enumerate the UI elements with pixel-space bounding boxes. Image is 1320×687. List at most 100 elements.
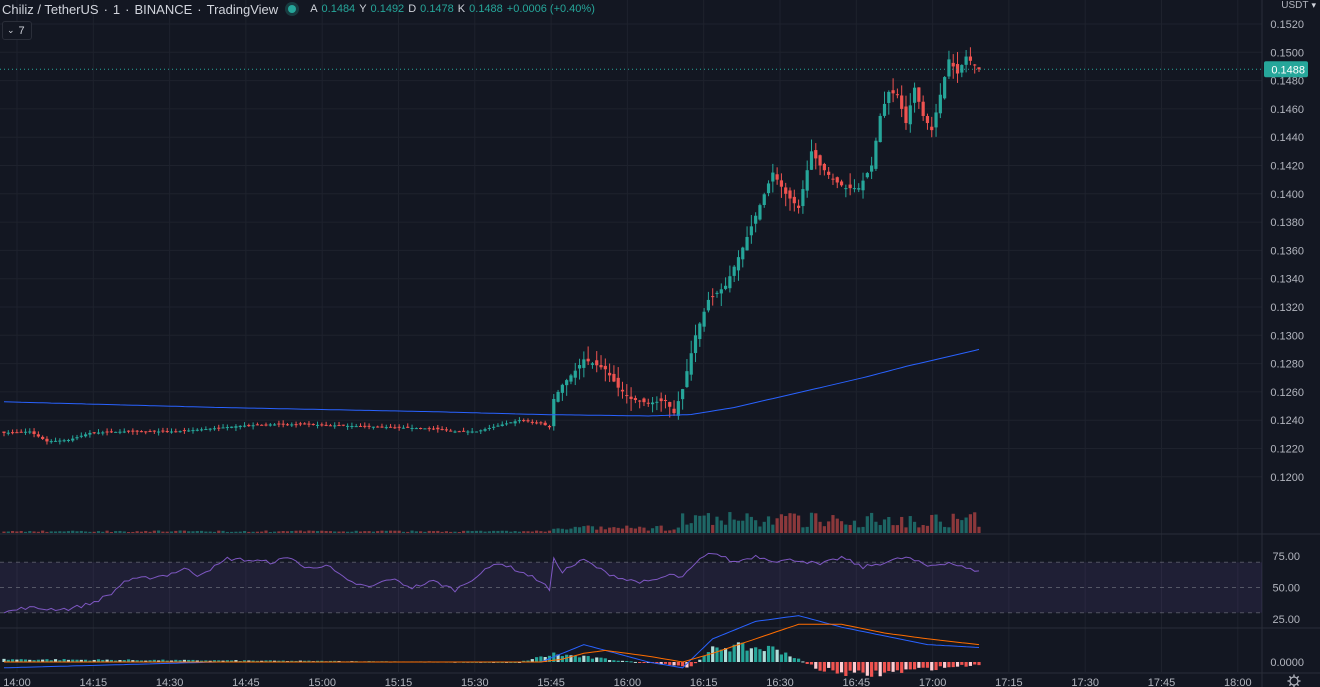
- candle-body: [45, 438, 49, 442]
- volume-bar: [58, 531, 62, 533]
- interval-label[interactable]: 1: [112, 1, 121, 17]
- candle-body: [118, 431, 122, 433]
- price-axis-label: 0.1260: [1270, 387, 1304, 399]
- macd-histogram-bar: [754, 647, 758, 662]
- volume-bar: [36, 531, 40, 533]
- volume-bar: [255, 531, 260, 533]
- candle-body: [466, 431, 470, 433]
- volume-bar: [835, 518, 839, 533]
- candle-body: [23, 431, 28, 433]
- volume-bar: [973, 512, 977, 533]
- volume-bar: [904, 527, 908, 533]
- volume-bar: [522, 531, 526, 533]
- macd-histogram-bar: [887, 662, 891, 672]
- candle-body: [350, 426, 354, 428]
- rsi-pane[interactable]: [0, 552, 1262, 614]
- candle-body: [414, 428, 418, 430]
- macd-pane[interactable]: [2, 615, 981, 677]
- volume-bar: [646, 530, 650, 533]
- volume-bar: [818, 521, 822, 533]
- candle-body: [693, 335, 698, 354]
- volume-bar: [49, 531, 53, 533]
- candle-body: [144, 431, 148, 433]
- candle-body: [685, 371, 689, 388]
- macd-histogram-bar: [925, 662, 930, 668]
- price-axis-label: 0.1500: [1270, 47, 1304, 59]
- volume-bar: [187, 531, 191, 533]
- volume-bar: [642, 527, 646, 533]
- volume-bar: [762, 521, 766, 533]
- candle-body: [36, 434, 40, 437]
- volume-bar: [732, 519, 736, 533]
- volume-bar: [590, 526, 595, 533]
- volume-bar: [157, 530, 161, 533]
- macd-histogram-bar: [930, 662, 934, 671]
- macd-histogram-bar: [234, 660, 238, 662]
- macd-histogram-bar: [530, 659, 534, 662]
- volume-bar: [616, 527, 620, 533]
- candle-body: [887, 91, 891, 103]
- ohlc-open-label: A: [310, 3, 318, 15]
- indicators-toggle-button[interactable]: ⌄ 7: [2, 21, 32, 40]
- macd-histogram-bar: [900, 662, 904, 673]
- gear-icon[interactable]: [1287, 674, 1301, 687]
- volume-bars: [2, 512, 981, 533]
- macd-signal-line: [4, 623, 980, 663]
- volume-bar: [603, 529, 607, 533]
- volume-bar: [633, 528, 637, 533]
- market-status-icon[interactable]: [288, 5, 297, 13]
- volume-bar: [977, 526, 981, 533]
- candle-body: [921, 101, 925, 116]
- candle-body: [410, 427, 414, 429]
- time-axis[interactable]: 14:00 14:15 14:30 14:45 15:00 15:15 15:30 15:45…: [3, 677, 1251, 687]
- candle-body: [483, 429, 487, 431]
- volume-bar: [363, 531, 367, 533]
- candle-body: [874, 140, 878, 169]
- ohlc-open-value: 0.1484: [321, 3, 356, 15]
- macd-histogram-bar: [792, 658, 796, 662]
- candle-body: [848, 184, 852, 189]
- price-axis[interactable]: 0.1520 0.1500 0.1480 0.1460 0.1440 0.1420 0.14…: [1264, 19, 1308, 669]
- time-axis-label: 17:15: [995, 677, 1023, 687]
- candle-body: [672, 408, 676, 414]
- volume-bar: [784, 516, 788, 533]
- candle-body: [453, 431, 457, 433]
- macd-histogram-bar: [126, 659, 131, 662]
- price-axis-label: 0.1320: [1270, 302, 1304, 314]
- macd-histogram-bar: [320, 660, 324, 662]
- volume-bar: [199, 530, 204, 533]
- candle-body: [814, 150, 818, 159]
- candle-body: [496, 425, 500, 427]
- symbol-title[interactable]: Chiliz / TetherUS: [2, 1, 99, 17]
- macd-histogram-bar: [861, 662, 865, 673]
- candle-body: [595, 360, 599, 366]
- macd-histogram-bar: [268, 660, 272, 662]
- macd-histogram-bar: [556, 654, 560, 662]
- candle-body: [844, 188, 848, 190]
- volume-bar: [96, 531, 101, 533]
- candle-body: [444, 429, 449, 431]
- macd-histogram-bar: [775, 649, 779, 662]
- volume-bar: [105, 530, 109, 533]
- macd-histogram-bar: [921, 662, 925, 668]
- candle-body: [625, 395, 629, 397]
- macd-histogram-bar: [745, 650, 749, 662]
- candle-body: [779, 180, 784, 187]
- candle-body: [908, 105, 912, 125]
- candle-body: [371, 426, 375, 428]
- volume-bar: [968, 514, 973, 533]
- volume-bar: [620, 528, 625, 533]
- candle-body: [337, 425, 341, 427]
- currency-selector[interactable]: USDT ▾: [1281, 0, 1316, 11]
- volume-bar: [479, 530, 483, 533]
- candle-body: [328, 425, 333, 427]
- macd-histogram-bar: [711, 646, 715, 662]
- source-label: TradingView: [206, 1, 279, 17]
- volume-bar: [148, 531, 152, 533]
- candle-body: [96, 432, 101, 434]
- candle-body: [809, 151, 814, 170]
- volume-bar: [414, 531, 418, 533]
